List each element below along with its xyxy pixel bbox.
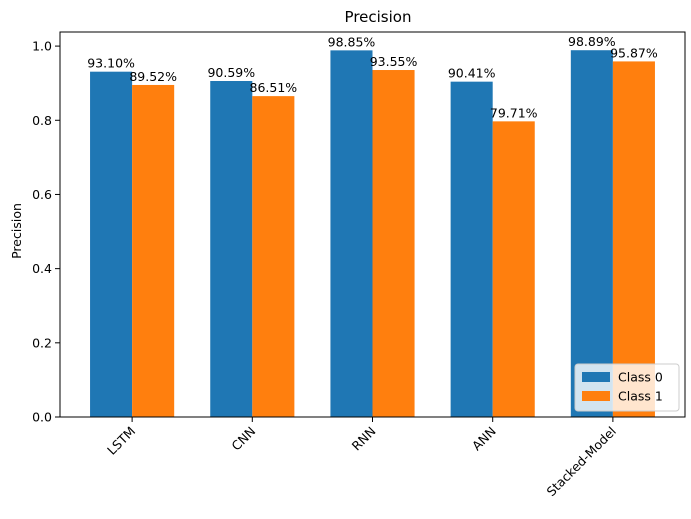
data-label-lstm-series-2: 89.52% (129, 69, 177, 84)
legend-label-series-2: Class 1 (618, 389, 663, 404)
bar-stacked-model-series-2 (612, 61, 655, 417)
y-axis: 0.0 0.2 0.4 0.6 0.8 1.0 (32, 39, 60, 425)
x-tick-label: ANN (469, 424, 499, 454)
bar-rnn-series-1 (330, 50, 373, 417)
y-tick-label: 0.0 (32, 410, 52, 425)
bar-cnn-series-2 (252, 96, 295, 417)
y-tick-label: 1.0 (32, 39, 52, 54)
data-label-rnn-series-1: 98.85% (328, 34, 376, 49)
y-axis-label: Precision (9, 203, 24, 259)
data-label-rnn-series-2: 93.55% (370, 54, 418, 69)
legend-swatch-series-2 (582, 391, 610, 401)
x-tick-label: LSTM (104, 424, 138, 458)
data-label-stacked-model-series-2: 95.87% (610, 45, 658, 60)
y-tick-label: 0.2 (32, 335, 52, 350)
bar-lstm-series-1 (90, 71, 133, 418)
chart-title: Precision (345, 8, 412, 26)
x-tick-label: Stacked-Model (543, 424, 619, 500)
bar-ann-series-1 (450, 81, 493, 418)
bars-group (90, 50, 655, 418)
y-tick-label: 0.8 (32, 113, 52, 128)
x-tick-label: CNN (228, 424, 258, 454)
bar-ann-series-2 (492, 121, 535, 417)
bar-stacked-model-series-1 (570, 50, 613, 418)
data-label-ann-series-2: 79.71% (490, 105, 538, 120)
data-label-cnn-series-1: 90.59% (207, 65, 255, 80)
bar-cnn-series-1 (210, 80, 253, 417)
data-label-lstm-series-1: 93.10% (87, 56, 135, 71)
legend: Class 0 Class 1 (574, 363, 680, 412)
data-labels-group: 93.10% 90.59% 98.85% 90.41% 98.89% 89.52% 86.5… (87, 34, 658, 120)
bar-lstm-series-2 (132, 84, 175, 417)
legend-label-series-1: Class 0 (618, 370, 663, 385)
y-tick-label: 0.6 (32, 187, 52, 202)
legend-swatch-series-1 (582, 372, 610, 382)
bar-rnn-series-2 (372, 70, 415, 417)
data-label-ann-series-1: 90.41% (448, 66, 496, 81)
data-label-cnn-series-2: 86.51% (250, 80, 298, 95)
data-label-stacked-model-series-1: 98.89% (568, 34, 616, 49)
y-tick-label: 0.4 (32, 261, 52, 276)
x-tick-label: RNN (349, 424, 379, 454)
plot-frame (59, 31, 686, 418)
x-axis: LSTM CNN RNN ANN Stacked-Model (104, 417, 619, 499)
